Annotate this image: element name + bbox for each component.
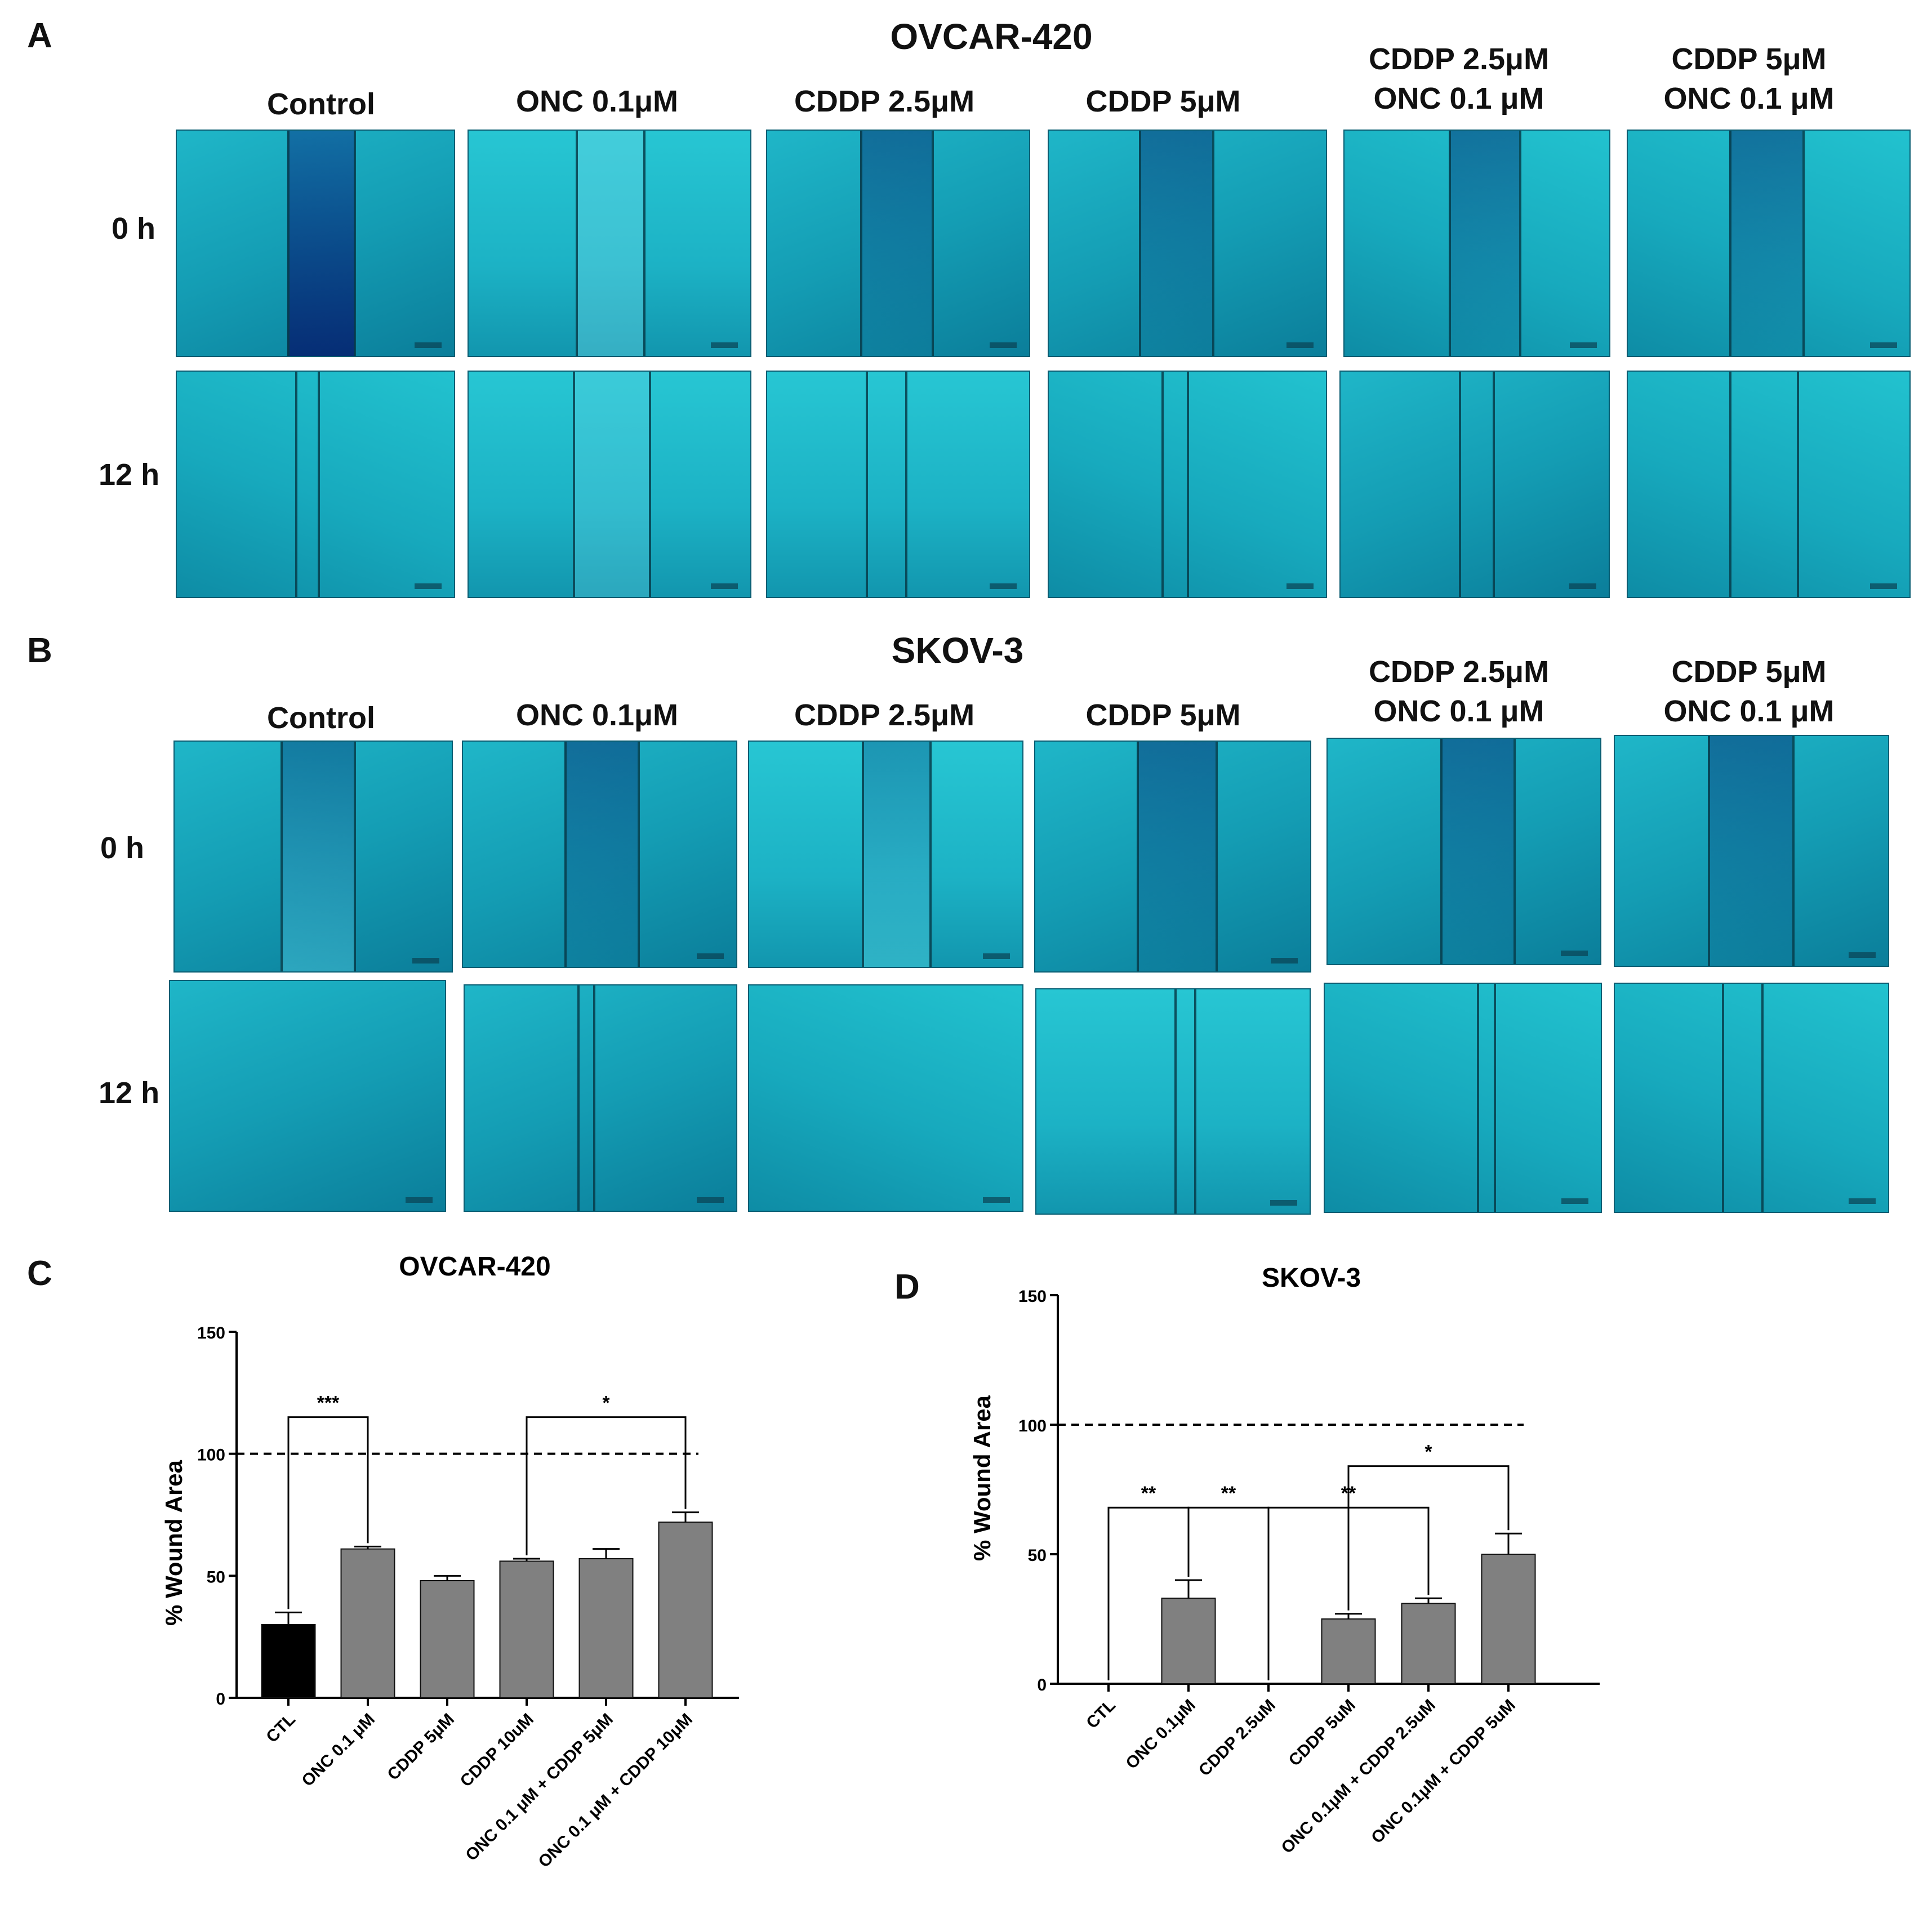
- micrograph-tile: [1048, 130, 1327, 357]
- micrograph-tile: [1627, 371, 1911, 598]
- panel-b-col-head: CDDP 5μM ONC 0.1 μM: [1663, 655, 1835, 728]
- bar: [499, 1560, 554, 1698]
- panel-d-letter: D: [894, 1268, 920, 1306]
- panel-a-col-head: CDDP 2.5μM: [794, 84, 975, 118]
- micrograph-tile: [176, 130, 455, 357]
- micrograph-tile: [1034, 741, 1311, 973]
- panel-b-col-head: Control: [267, 701, 375, 735]
- panel-a-title: OVCAR-420: [890, 16, 1093, 57]
- significance-label: *: [1424, 1442, 1432, 1463]
- panel-b-col-head: CDDP 2.5μM ONC 0.1 μM: [1368, 655, 1550, 728]
- panel-b-col-head: ONC 0.1μM: [515, 698, 679, 732]
- panel-b-col-head: CDDP 5μM: [1085, 698, 1241, 732]
- micrograph-tile: [464, 984, 737, 1212]
- x-tick-label: ONC 0.1μM + CDDP 2.5uM: [1278, 1696, 1439, 1857]
- significance-bracket: [526, 1416, 687, 1555]
- micrograph-tile: [1324, 983, 1602, 1213]
- y-axis-label: % Wound Area: [161, 1460, 187, 1626]
- y-axis-label: % Wound Area: [969, 1395, 995, 1561]
- micrograph-tile: [462, 741, 737, 968]
- x-tick-label: ONC 0.1 μM + CDDP 5μM: [462, 1710, 617, 1865]
- micrograph-tile: [1339, 371, 1610, 598]
- panel-b-letter: B: [27, 631, 52, 670]
- x-tick-label: ONC 0.1 μM: [299, 1710, 379, 1790]
- chart-title: OVCAR-420: [399, 1252, 550, 1282]
- x-tick-label: ONC 0.1 μM + CDDP 10μM: [535, 1710, 696, 1871]
- bar: [261, 1624, 316, 1698]
- panel-b-col-head: CDDP 2.5μM: [794, 698, 975, 732]
- y-tick-label: 150: [197, 1324, 225, 1342]
- y-tick-label: 50: [207, 1568, 225, 1586]
- panel-a-row-label: 0 h: [112, 212, 156, 246]
- bar: [1481, 1554, 1536, 1684]
- x-tick-label: CTL: [1083, 1696, 1119, 1733]
- micrograph-tile: [766, 371, 1030, 598]
- bar: [578, 1558, 634, 1698]
- x-tick-label: ONC 0.1μM: [1122, 1696, 1199, 1773]
- chart-title: SKOV-3: [1262, 1263, 1361, 1293]
- micrograph-tile: [176, 371, 455, 598]
- panel-b-title: SKOV-3: [891, 630, 1024, 671]
- bar: [658, 1522, 713, 1698]
- micrograph-tile: [1035, 988, 1311, 1215]
- significance-label: *: [602, 1393, 610, 1414]
- x-tick-label: CDDP 5μM: [384, 1710, 458, 1784]
- micrograph-tile: [173, 741, 453, 973]
- panel-a-col-head: CDDP 5μM: [1085, 84, 1241, 118]
- micrograph-tile: [1326, 738, 1601, 965]
- y-tick-label: 0: [216, 1690, 225, 1709]
- bar: [1161, 1598, 1216, 1685]
- bar: [340, 1548, 395, 1699]
- x-tick-label: CTL: [262, 1710, 299, 1747]
- panel-a-col-head: CDDP 2.5μM ONC 0.1 μM: [1368, 42, 1550, 115]
- y-tick-label: 100: [1018, 1417, 1047, 1435]
- micrograph-tile: [468, 130, 751, 357]
- micrograph-tile: [748, 984, 1023, 1212]
- panel-b-row-label: 0 h: [100, 831, 145, 865]
- panel-b-row-label: 12 h: [99, 1076, 160, 1110]
- bar: [420, 1580, 475, 1698]
- micrograph-tile: [1614, 735, 1889, 967]
- micrograph-tile: [766, 130, 1030, 357]
- x-tick-label: CDDP 5uM: [1285, 1696, 1359, 1770]
- micrograph-tile: [1343, 130, 1610, 357]
- y-tick-label: 150: [1018, 1287, 1047, 1306]
- significance-label: **: [1221, 1483, 1236, 1504]
- panel-a-col-head: ONC 0.1μM: [515, 84, 679, 118]
- panel-c-letter: C: [27, 1254, 52, 1293]
- significance-label: **: [1141, 1483, 1156, 1504]
- micrograph-tile: [1614, 983, 1889, 1213]
- significance-bracket: [1347, 1465, 1510, 1611]
- micrograph-tile: [748, 741, 1023, 968]
- significance-bracket: [287, 1416, 369, 1609]
- bar: [1321, 1618, 1376, 1684]
- y-tick-label: 0: [1037, 1676, 1047, 1694]
- x-tick-label: CDDP 10uM: [457, 1710, 537, 1791]
- y-tick-label: 50: [1028, 1546, 1047, 1565]
- x-tick-label: CDDP 2.5uM: [1195, 1696, 1279, 1780]
- panel-a-letter: A: [27, 16, 52, 55]
- panel-a-col-head: Control: [267, 87, 375, 121]
- panel-a-col-head: CDDP 5μM ONC 0.1 μM: [1663, 42, 1835, 115]
- micrograph-tile: [468, 371, 751, 598]
- y-tick-label: 100: [197, 1446, 225, 1465]
- x-tick-label: ONC 0.1μM + CDDP 5uM: [1368, 1696, 1519, 1848]
- micrograph-tile: [169, 980, 446, 1212]
- panel-a-row-label: 12 h: [99, 458, 160, 492]
- micrograph-tile: [1048, 371, 1327, 598]
- significance-label: ***: [317, 1393, 340, 1414]
- micrograph-tile: [1627, 130, 1911, 357]
- bar: [1401, 1603, 1456, 1685]
